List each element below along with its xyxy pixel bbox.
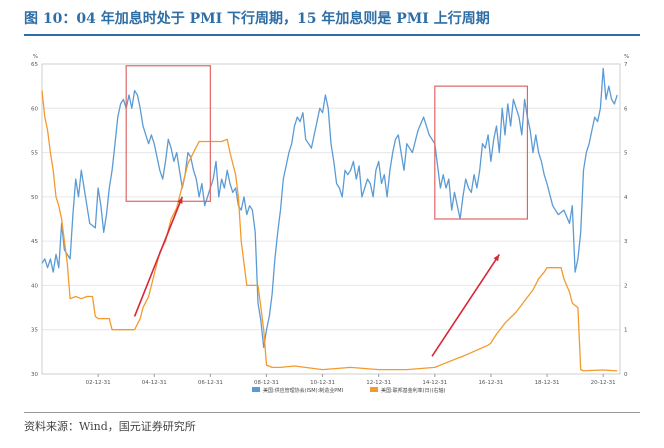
source-note: 资料来源：Wind，国元证券研究所 [24,420,196,433]
title-divider [24,34,640,36]
figure-title: 图 10：04 年加息时处于 PMI 下行周期，15 年加息则是 PMI 上行周… [24,11,490,27]
x-tick-label: 18-12-31 [535,380,560,386]
x-tick-label: 06-12-31 [198,380,223,386]
legend-label-fed-rate: 美国:联邦基金利率(日)(右轴) [381,387,446,394]
left-tick-label: 35 [31,328,38,334]
highlight-box-1 [125,65,211,202]
chart-container: 30 35 40 45 50 55 60 65 0 1 2 3 4 5 6 7%% 02-12-31 04-12-… [24,46,640,402]
left-tick-label: 50 [31,195,38,201]
x-tick-label: 14-12-31 [422,380,447,386]
x-tick-label: 20-12-31 [591,380,616,386]
right-tick-label: 1 [624,328,628,334]
x-tick-label: 02-12-31 [86,380,111,386]
right-tick-label: 4 [624,195,628,201]
left-tick-label: 30 [31,372,38,378]
pmi-series-line [41,67,618,349]
trend-arrow-line [431,253,501,357]
x-tick-label: 04-12-31 [142,380,167,386]
legend-swatch-fed-rate [370,387,378,392]
trend-arrow-line [133,196,184,317]
right-tick-label: 5 [624,151,628,157]
legend: 美国:供应管理协会(ISM):制造业PMI 美国:联邦基金利率(日)(右轴) [252,387,446,394]
right-tick-label: 6 [624,106,628,112]
left-tick-label: 55 [31,151,38,157]
x-tick-label: 16-12-31 [478,380,503,386]
right-tick-label: 0 [624,372,628,378]
left-tick-label: 45 [31,239,38,245]
right-tick-label: 2 [624,283,628,289]
highlight-box-2 [434,85,529,220]
left-tick-label: 60 [31,106,38,112]
fed-rate-series-line [41,90,618,372]
x-tick-label: 12-12-31 [366,380,391,386]
legend-swatch-pmi [252,387,260,392]
plot-frame [41,63,621,375]
right-tick-label: 3 [624,239,628,245]
left-tick-label: 65 [31,62,38,68]
series-lines [41,67,618,372]
left-unit-label: % [33,54,38,60]
right-tick-label: 7 [624,62,628,68]
legend-label-pmi: 美国:供应管理协会(ISM):制造业PMI [263,387,343,394]
x-tick-label: 10-12-31 [310,380,335,386]
footer-divider [24,412,640,413]
x-tick-label: 08-12-31 [254,380,279,386]
left-tick-label: 40 [31,283,38,289]
annotations [125,65,529,357]
trend-arrow-head [493,254,500,262]
trend-arrow-head [177,196,183,204]
right-unit-label: % [624,54,629,60]
